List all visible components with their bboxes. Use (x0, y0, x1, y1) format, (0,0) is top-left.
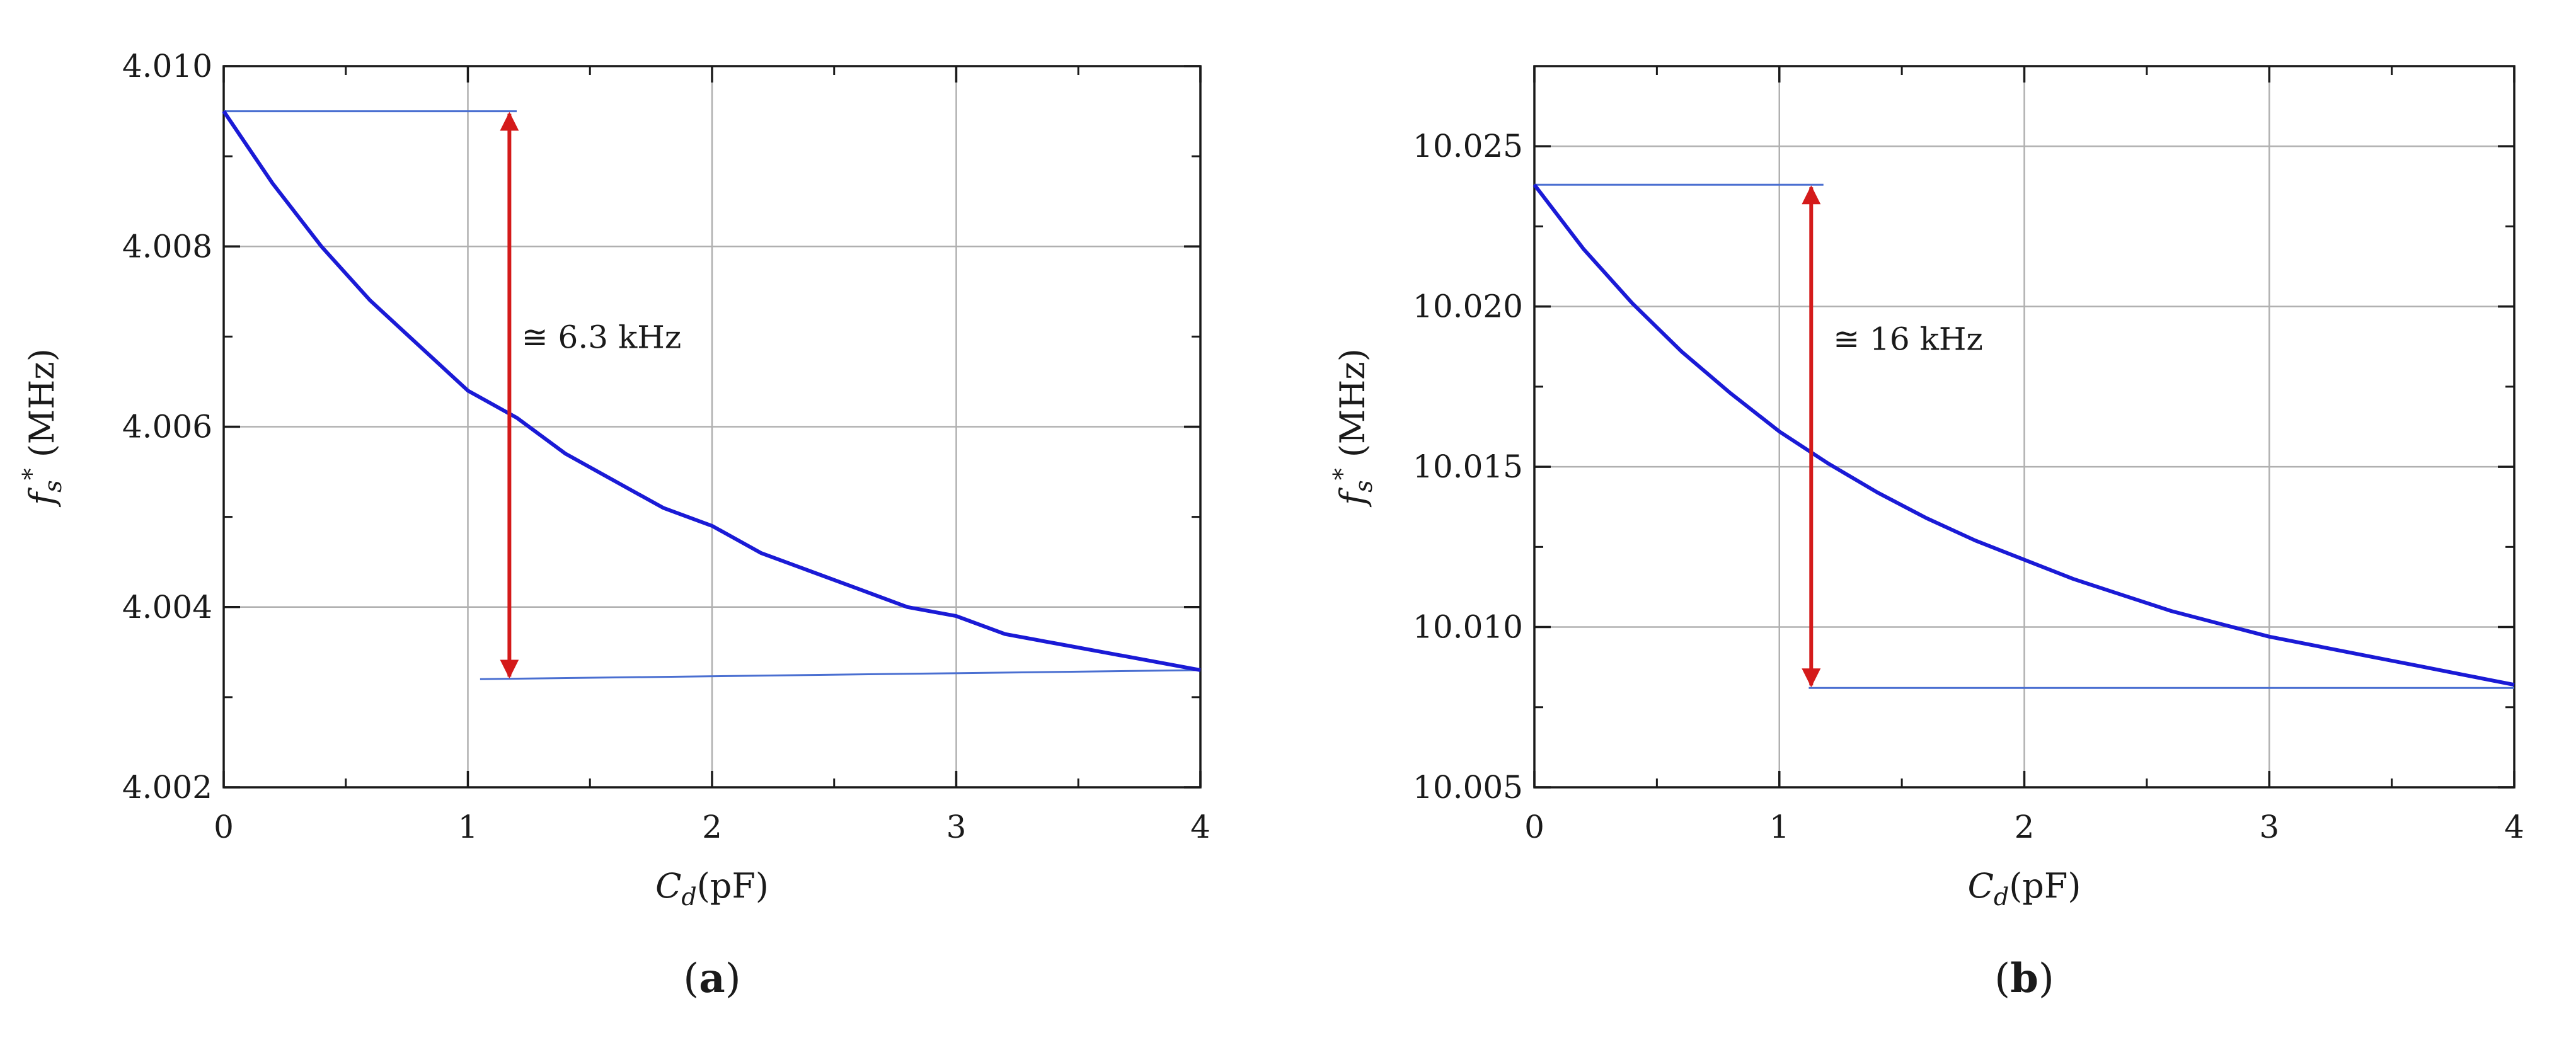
y-tick-label: 10.010 (1413, 609, 1523, 646)
x-axis-label-subscript: d (1994, 883, 2009, 911)
y-tick-label: 10.025 (1413, 128, 1523, 164)
caption-close-paren: ) (2038, 955, 2054, 1002)
y-axis-label-superscript: * (1328, 468, 1356, 480)
reference-line (480, 669, 1201, 680)
x-axis-label-unit: (pF) (2009, 866, 2081, 906)
x-axis-label: Cd(pF) (655, 866, 769, 911)
y-axis-label-unit: (MHz) (1333, 348, 1372, 468)
x-tick-label: 0 (1524, 809, 1544, 845)
chart-panel-b: 0 1 2 3 4 10.005 10.010 10.015 10.020 10.025 ≅ 16 … (1328, 65, 2524, 1002)
x-axis-label-symbol: C (655, 866, 681, 906)
y-tick-label: 4.004 (122, 589, 212, 625)
chart-panel-a: 0 1 2 3 4 4.002 4.004 4.006 4.008 4.010 ≅ 6.3 kHz C… (18, 48, 1210, 1002)
x-tick-label: 0 (214, 809, 234, 845)
caption-open-paren: ( (1994, 955, 2010, 1002)
y-tick-label: 4.010 (122, 48, 212, 84)
y-axis-label-superscript: * (18, 468, 45, 480)
caption-open-paren: ( (683, 955, 699, 1002)
panel-caption: (a) (683, 955, 740, 1002)
x-axis-label-symbol: C (1968, 866, 1994, 906)
x-tick-label: 2 (2015, 809, 2035, 845)
x-tick-label: 1 (1769, 809, 1790, 845)
x-tick-label: 4 (1190, 809, 1210, 845)
y-axis-label-unit: (MHz) (22, 348, 62, 468)
x-tick-label: 2 (702, 809, 722, 845)
caption-letter: a (699, 955, 725, 1002)
y-axis-label: fs* (MHz) (1328, 348, 1377, 508)
y-tick-label: 10.005 (1413, 769, 1523, 806)
x-tick-label: 4 (2504, 809, 2524, 845)
x-tick-label: 1 (458, 809, 478, 845)
x-axis-label-unit: (pF) (697, 866, 769, 906)
x-axis-label: Cd(pF) (1968, 866, 2081, 911)
y-tick-label: 4.006 (122, 409, 212, 445)
y-axis-label-subscript: s (1350, 480, 1377, 493)
x-axis-label-subscript: d (681, 883, 696, 911)
caption-letter: b (2010, 955, 2038, 1002)
y-axis-label: fs* (MHz) (18, 348, 67, 508)
panel-caption: (b) (1994, 955, 2054, 1002)
series-line (1532, 183, 2515, 687)
y-tick-label: 4.002 (122, 769, 212, 806)
x-tick-label: 3 (946, 809, 967, 845)
delta-annotation: ≅ 6.3 kHz (522, 319, 681, 355)
caption-close-paren: ) (725, 955, 741, 1002)
y-tick-label: 10.015 (1413, 448, 1523, 485)
y-tick-label: 4.008 (122, 228, 212, 265)
y-axis-label-subscript: s (39, 480, 67, 493)
y-tick-label: 10.020 (1413, 288, 1523, 325)
series-line (222, 110, 1201, 672)
x-tick-label: 3 (2259, 809, 2279, 845)
delta-annotation: ≅ 16 kHz (1833, 321, 1983, 358)
